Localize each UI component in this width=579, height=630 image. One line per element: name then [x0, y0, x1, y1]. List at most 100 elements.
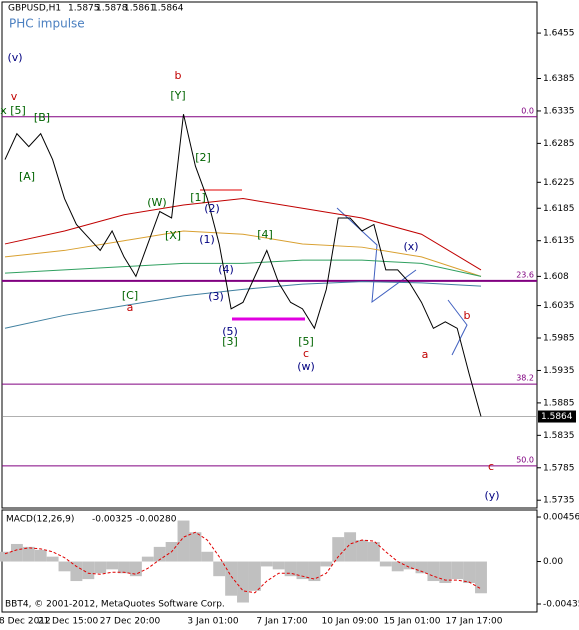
macd-bar: [70, 561, 83, 582]
y-tick-label: 1.5735: [543, 496, 575, 506]
macd-bar: [391, 561, 404, 572]
macd-bar: [237, 561, 249, 603]
y-tick-label: -0.00435: [543, 599, 579, 609]
macd-bar: [272, 561, 285, 570]
fib-label: 23.6: [516, 270, 534, 279]
signal-line: [4, 531, 482, 594]
macd-bar: [0, 551, 11, 562]
wave-label: (v): [7, 51, 22, 64]
y-tick-label: 1.5985: [543, 334, 575, 344]
wave-label: (x): [403, 240, 418, 253]
wave-label: (W): [147, 196, 166, 209]
wave-label: c: [488, 460, 494, 473]
wave-label: [5]: [298, 335, 314, 348]
y-tick-label: 1.6135: [543, 236, 575, 246]
macd-bar: [332, 537, 345, 562]
x-tick-label: 21 Dec 15:00: [38, 617, 99, 627]
wave-label: b: [464, 309, 471, 322]
fib-label: 38.2: [516, 374, 534, 383]
macd-bar: [284, 561, 297, 577]
y-tick-label: 0.00: [543, 557, 563, 567]
macd-bar: [308, 561, 321, 582]
fib-label: 0.0: [521, 106, 534, 115]
moving-average: [4, 198, 482, 271]
macd-bar: [260, 561, 273, 567]
macd-value: -0.00325: [92, 515, 132, 525]
x-tick-label: 15 Jan 01:00: [384, 617, 441, 627]
macd-bar: [367, 542, 380, 562]
macd-bar: [403, 561, 416, 570]
wave-label: [B]: [34, 111, 50, 124]
wedge: [336, 207, 417, 304]
x-tick-label: 27 Dec 20:00: [100, 617, 161, 627]
macd-bar: [415, 561, 428, 574]
macd-bar: [225, 561, 238, 596]
y-tick-label: 1.6225: [543, 178, 575, 188]
macd-bar: [451, 561, 464, 580]
ohlc-value: 1.5875: [68, 4, 100, 14]
macd-bar: [106, 561, 119, 570]
x-tick-label: 17 Jan 17:00: [446, 617, 503, 627]
indicator-name: PHC impulse: [9, 17, 85, 31]
wave-label: [C]: [122, 289, 138, 302]
macd-bar: [82, 561, 95, 580]
x-tick-label: 10 Jan 09:00: [322, 617, 379, 627]
macd-bar: [213, 561, 226, 577]
macd-bar: [475, 561, 487, 594]
macd-bar: [129, 561, 142, 577]
ohlc-value: 1.5861: [124, 4, 156, 14]
macd-bar: [22, 546, 35, 562]
wave-label: [A]: [19, 170, 35, 183]
copyright: BBT4, © 2001-2012, MetaQuotes Software C…: [5, 600, 225, 610]
macd-bar: [10, 543, 23, 562]
y-tick-label: 1.608: [543, 272, 569, 282]
x-tick-label: 3 Jan 01:00: [187, 617, 239, 627]
y-tick-label: 0.00456: [543, 513, 579, 523]
macd-bar: [427, 561, 440, 582]
macd-bar: [296, 561, 309, 580]
wave-label: (2): [204, 202, 220, 215]
ohlc-value: 1.5878: [96, 4, 128, 14]
wave-label: [Y]: [170, 89, 185, 102]
last-price-box: [538, 410, 576, 423]
wave-label: x [5]: [0, 104, 26, 117]
wave-label: [X]: [165, 229, 181, 242]
symbol: GBPUSD,H1: [8, 4, 61, 14]
wave-label: (3): [208, 290, 224, 303]
y-tick-label: 1.5935: [543, 366, 575, 376]
y-tick-label: 1.5835: [543, 431, 575, 441]
y-tick-label: 1.6285: [543, 139, 575, 149]
macd-bar: [201, 551, 214, 562]
wave-label: [1]: [190, 191, 206, 204]
macd-bar: [177, 520, 190, 562]
macd-bar: [356, 540, 368, 562]
x-tick-label: 7 Jan 17:00: [256, 617, 308, 627]
macd-bar: [248, 561, 261, 591]
fib-label: 50.0: [516, 455, 534, 464]
macd-bar: [320, 561, 333, 567]
y-tick-label: 1.6035: [543, 301, 575, 311]
macd-bar: [463, 561, 476, 584]
wedge: [447, 299, 468, 356]
wave-label: b: [175, 69, 182, 82]
ohlc-value: 1.5864: [152, 4, 184, 14]
macd-bar: [344, 532, 357, 562]
macd-bar: [58, 561, 71, 572]
y-tick-label: 1.6185: [543, 204, 575, 214]
wave-label: (y): [484, 489, 499, 502]
y-tick-label: 1.6335: [543, 106, 575, 116]
x-tick-label: 18 Dec 2012: [0, 617, 51, 627]
macd-title: MACD(12,26,9): [6, 515, 74, 525]
y-tick-label: 1.5785: [543, 463, 575, 473]
macd-bar: [46, 556, 59, 562]
wave-label: a: [422, 348, 429, 361]
macd-bar: [379, 561, 392, 567]
macd-bar: [189, 532, 202, 562]
y-tick-label: 1.6455: [543, 29, 575, 39]
macd-bar: [118, 561, 130, 574]
wave-label: v: [11, 90, 18, 103]
macd-bar: [153, 546, 166, 562]
